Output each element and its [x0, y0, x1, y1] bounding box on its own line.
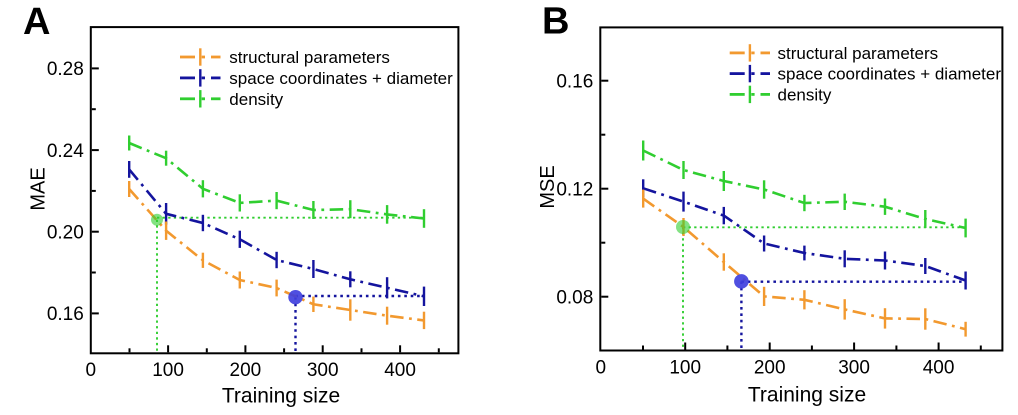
svg-text:MAE: MAE: [28, 167, 50, 210]
svg-text:0.08: 0.08: [556, 288, 593, 309]
svg-text:100: 100: [669, 358, 701, 379]
svg-text:structural parameters: structural parameters: [778, 44, 939, 63]
svg-text:100: 100: [152, 360, 184, 381]
svg-text:A: A: [23, 1, 50, 43]
svg-text:space coordinates + diameter: space coordinates + diameter: [778, 65, 1002, 84]
svg-text:space coordinates + diameter: space coordinates + diameter: [229, 69, 453, 88]
svg-text:0.16: 0.16: [47, 304, 84, 325]
svg-text:400: 400: [384, 360, 416, 381]
svg-text:MSE: MSE: [537, 165, 559, 208]
svg-text:300: 300: [307, 360, 339, 381]
svg-text:0.20: 0.20: [47, 223, 84, 244]
svg-text:400: 400: [923, 358, 955, 379]
svg-text:0.28: 0.28: [47, 59, 84, 80]
svg-text:B: B: [542, 1, 569, 43]
svg-text:0.12: 0.12: [556, 180, 593, 201]
svg-text:0.16: 0.16: [556, 72, 593, 93]
svg-text:300: 300: [838, 358, 870, 379]
svg-text:structural parameters: structural parameters: [229, 48, 390, 67]
svg-text:Training size: Training size: [222, 385, 340, 408]
svg-text:200: 200: [754, 358, 786, 379]
svg-text:Training size: Training size: [748, 384, 866, 407]
svg-text:0.24: 0.24: [47, 141, 84, 162]
svg-text:0: 0: [86, 360, 97, 381]
svg-text:density: density: [778, 86, 832, 105]
svg-text:200: 200: [230, 360, 262, 381]
svg-text:0: 0: [596, 358, 607, 379]
svg-text:density: density: [229, 90, 283, 109]
